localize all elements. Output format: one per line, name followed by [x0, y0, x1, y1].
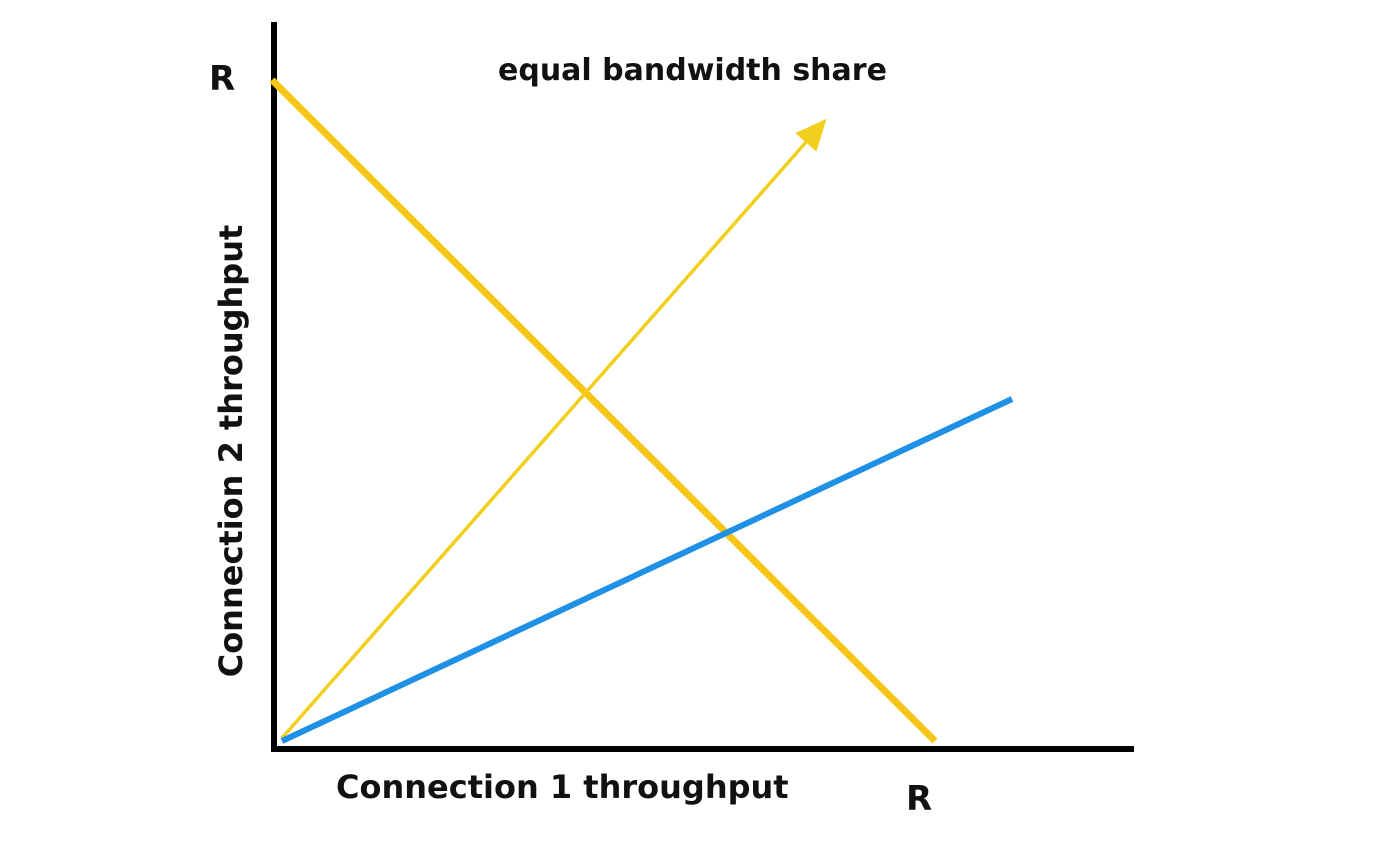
equal-share-arrow [280, 118, 827, 740]
throughput-line [280, 396, 1014, 744]
full-utilization-line [269, 77, 938, 744]
equal-share-annotation: equal bandwidth share [498, 53, 887, 88]
x-axis-max-label: R [906, 779, 932, 819]
x-axis-label: Connection 1 throughput [336, 768, 789, 806]
y-axis-max-label: R [209, 59, 235, 99]
y-axis-label: Connection 2 throughput [212, 225, 250, 678]
